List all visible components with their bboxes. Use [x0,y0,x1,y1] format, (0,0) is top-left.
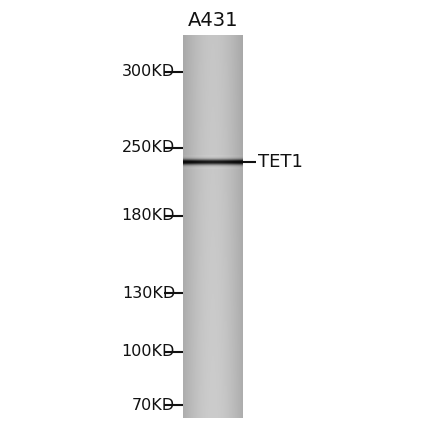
Text: A431: A431 [188,11,238,30]
Text: 130KD: 130KD [122,285,175,300]
Text: 180KD: 180KD [121,209,175,224]
Text: 250KD: 250KD [122,141,175,156]
Text: 70KD: 70KD [132,397,175,412]
Text: 100KD: 100KD [121,344,175,359]
Text: 300KD: 300KD [122,64,175,79]
Text: TET1: TET1 [258,153,303,171]
